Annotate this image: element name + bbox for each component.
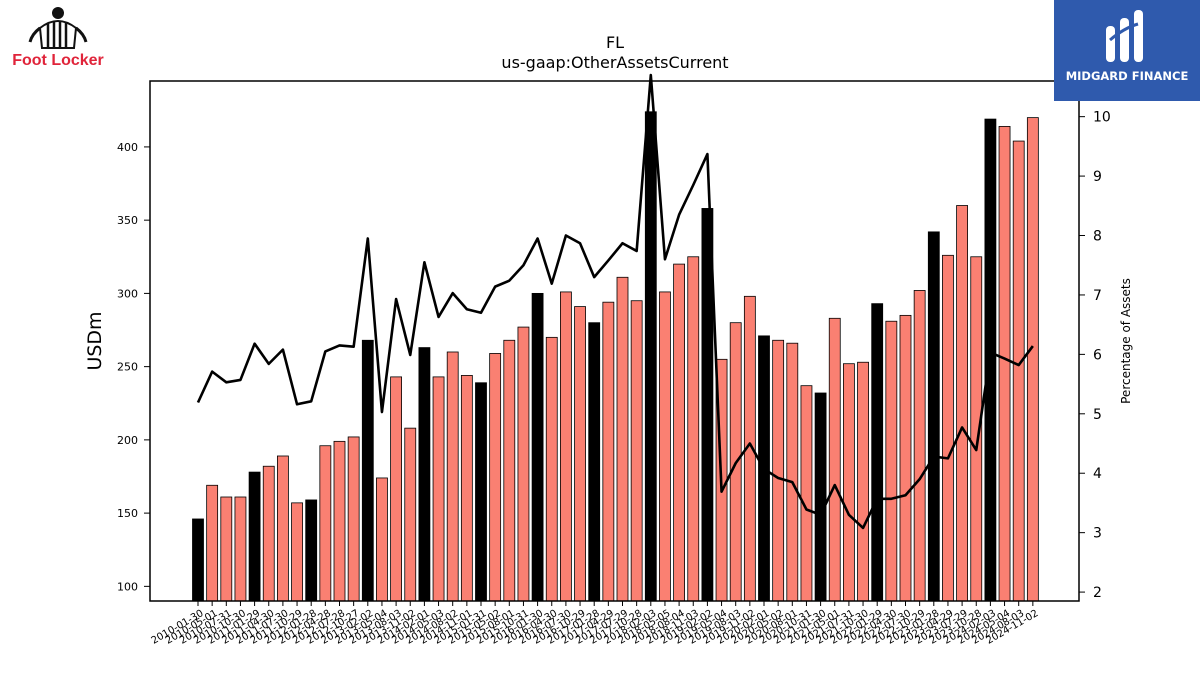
y2-tick-label: 3 bbox=[1093, 526, 1102, 542]
bar-2013-02-02 bbox=[361, 339, 374, 602]
bar-2015-05-02 bbox=[489, 353, 502, 602]
bar-2024-08-03 bbox=[1012, 140, 1025, 602]
bar-series bbox=[192, 111, 1039, 602]
y2-tick-label: 7 bbox=[1093, 288, 1102, 304]
bar-2016-04-30 bbox=[545, 336, 558, 602]
bar-2013-11-02 bbox=[404, 427, 417, 602]
bar-2012-04-28 bbox=[319, 445, 332, 602]
bar-2012-07-28 bbox=[333, 440, 346, 602]
bar-2013-05-04 bbox=[376, 477, 388, 602]
y-tick-label: 250 bbox=[117, 361, 138, 374]
bar-2015-01-31 bbox=[475, 382, 487, 602]
bar-2020-05-02 bbox=[772, 339, 785, 602]
bar-2021-01-30 bbox=[814, 392, 827, 602]
chart-subtitle: us-gaap:OtherAssetsCurrent bbox=[501, 53, 728, 72]
bar-2021-10-30 bbox=[857, 361, 869, 602]
foot-locker-wordmark: Foot Locker bbox=[12, 52, 104, 69]
y-tick-label: 300 bbox=[117, 287, 138, 300]
x-axis: 2010-01-302010-05-012010-07-312010-10-30… bbox=[150, 601, 1040, 647]
bar-2014-11-01 bbox=[460, 375, 473, 602]
bar-2023-01-28 bbox=[927, 231, 940, 602]
bar-2021-07-31 bbox=[843, 363, 855, 602]
y-axis-left: 100 150 200 250 300 350 400 bbox=[117, 141, 150, 593]
foot-locker-logo: Foot Locker bbox=[4, 4, 112, 74]
midgard-emblem-icon bbox=[1106, 10, 1143, 62]
y2-tick-label: 2 bbox=[1093, 585, 1102, 601]
bar-2012-10-27 bbox=[347, 436, 360, 602]
bar-2017-07-29 bbox=[616, 276, 629, 602]
bar-2022-01-29 bbox=[871, 303, 884, 602]
bar-2015-08-01 bbox=[503, 339, 516, 602]
bar-2014-05-03 bbox=[432, 376, 445, 602]
bar-2010-07-31 bbox=[220, 496, 233, 602]
bar-2011-04-30 bbox=[262, 465, 275, 602]
percentage-line-series bbox=[196, 73, 1034, 530]
y2-tick-label: 9 bbox=[1093, 169, 1102, 185]
bar-2014-02-01 bbox=[418, 347, 431, 602]
bar-2010-01-30 bbox=[192, 518, 204, 602]
y-tick-label: 350 bbox=[117, 214, 138, 227]
y2-tick-label: 4 bbox=[1093, 466, 1102, 482]
referee-mascot-icon bbox=[28, 7, 88, 49]
bar-2018-11-03 bbox=[687, 256, 700, 602]
bar-2024-11-02 bbox=[1026, 117, 1039, 602]
bar-2016-01-30 bbox=[531, 292, 544, 602]
y-axis-right: 2 3 4 5 6 7 8 9 10 bbox=[1079, 110, 1111, 601]
bar-2023-04-29 bbox=[942, 254, 954, 602]
percentage-line bbox=[196, 73, 1034, 530]
y-tick-label: 200 bbox=[117, 434, 138, 447]
y2-tick-label: 6 bbox=[1093, 347, 1102, 363]
bar-2010-05-01 bbox=[206, 484, 219, 602]
bar-2018-02-03 bbox=[644, 111, 657, 602]
bar-2022-10-29 bbox=[913, 290, 926, 602]
y2-tick-label: 10 bbox=[1093, 110, 1111, 126]
y2-tick-label: 5 bbox=[1093, 407, 1102, 423]
bar-2014-08-02 bbox=[446, 351, 459, 602]
bar-2020-10-31 bbox=[800, 385, 813, 602]
bar-2021-05-01 bbox=[828, 317, 841, 602]
bar-2016-10-29 bbox=[574, 306, 586, 602]
y-tick-label: 400 bbox=[117, 141, 138, 154]
bar-2023-07-29 bbox=[956, 205, 968, 602]
y2-tick-label: 8 bbox=[1093, 229, 1102, 245]
bar-2012-01-28 bbox=[305, 499, 318, 602]
bar-2017-04-29 bbox=[602, 301, 615, 602]
bar-2022-04-30 bbox=[885, 320, 898, 602]
bar-2018-08-04 bbox=[673, 263, 685, 602]
midgard-finance-logo: MIDGARD FINANCE bbox=[1054, 0, 1200, 101]
bar-2017-01-28 bbox=[588, 322, 601, 602]
chart-title: FL bbox=[606, 33, 624, 52]
bar-2018-05-05 bbox=[659, 291, 671, 602]
bar-2020-08-01 bbox=[786, 342, 799, 602]
y-tick-label: 100 bbox=[117, 580, 138, 593]
bar-2017-10-28 bbox=[630, 300, 643, 602]
midgard-finance-wordmark: MIDGARD FINANCE bbox=[1065, 69, 1189, 83]
bar-2011-01-29 bbox=[248, 471, 261, 602]
bar-2022-07-30 bbox=[899, 314, 912, 602]
y-axis-label: USDm bbox=[84, 311, 106, 370]
bar-2010-10-30 bbox=[234, 496, 247, 602]
y-tick-label: 150 bbox=[117, 507, 138, 520]
plot-frame bbox=[149, 80, 1080, 602]
bar-2011-10-29 bbox=[291, 502, 303, 602]
bar-2016-07-30 bbox=[560, 291, 572, 602]
bar-2024-05-04 bbox=[998, 126, 1011, 602]
y2-axis-label: Percentage of Assets bbox=[1119, 278, 1133, 404]
bar-2015-10-31 bbox=[517, 326, 530, 602]
bar-2011-07-30 bbox=[276, 455, 289, 602]
bar-2013-08-03 bbox=[390, 376, 403, 602]
